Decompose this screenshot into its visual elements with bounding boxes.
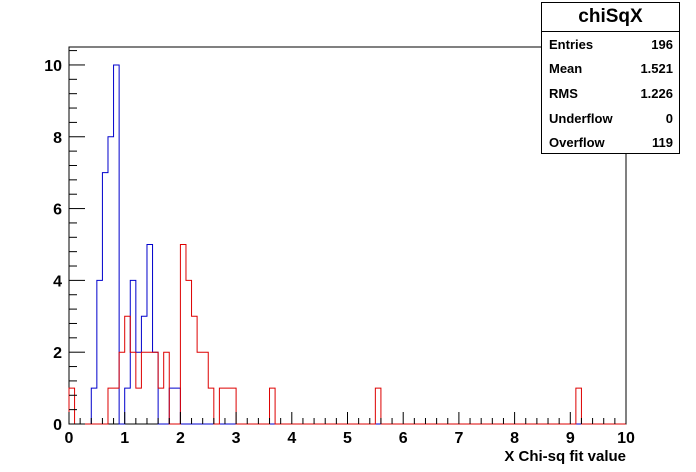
y-tick-label: 4 (53, 273, 62, 290)
stats-label: Underflow (549, 110, 613, 126)
x-tick-label: 2 (176, 430, 185, 447)
y-tick-label: 0 (53, 417, 62, 434)
stats-row-rms: RMS 1.226 (542, 81, 679, 106)
x-tick-label: 10 (617, 430, 635, 447)
stats-value: 119 (652, 135, 673, 151)
stats-row-overflow: Overflow 119 (542, 130, 679, 155)
stats-row-mean: Mean 1.521 (542, 57, 679, 82)
stats-label: RMS (549, 85, 578, 101)
x-tick-label: 1 (120, 430, 129, 447)
x-tick-label: 8 (510, 430, 519, 447)
stats-label: Overflow (549, 135, 605, 151)
stats-value: 1.521 (640, 61, 673, 77)
stats-row-entries: Entries 196 (542, 32, 679, 57)
y-tick-label: 8 (53, 130, 62, 147)
stats-row-underflow: Underflow 0 (542, 106, 679, 131)
y-tick-label: 6 (53, 202, 62, 219)
axis-layer: 0 1 2 3 4 5 6 7 8 9 10 0 2 4 6 8 10 (44, 50, 635, 447)
x-tick-label: 0 (65, 430, 74, 447)
stats-label: Entries (549, 36, 594, 52)
y-tick-label: 10 (44, 58, 62, 75)
stats-box: chiSqX Entries 196 Mean 1.521 RMS 1.226 … (541, 2, 680, 154)
x-tick-label: 4 (287, 430, 296, 447)
series-layer (68, 64, 626, 425)
stats-value: 196 (651, 36, 673, 52)
x-tick-label: 5 (343, 430, 352, 447)
stats-value: 1.226 (640, 85, 673, 101)
x-axis-title: X Chi-sq fit value (504, 448, 626, 465)
stats-value: 0 (665, 110, 673, 126)
y-tick-label: 2 (53, 345, 62, 362)
x-tick-label: 6 (399, 430, 408, 447)
x-tick-label: 9 (566, 430, 575, 447)
stats-label: Mean (549, 61, 583, 77)
stats-title: chiSqX (542, 3, 679, 32)
histogram-series-2 (68, 243, 626, 425)
x-tick-label: 7 (454, 430, 463, 447)
x-tick-label: 3 (232, 430, 241, 447)
